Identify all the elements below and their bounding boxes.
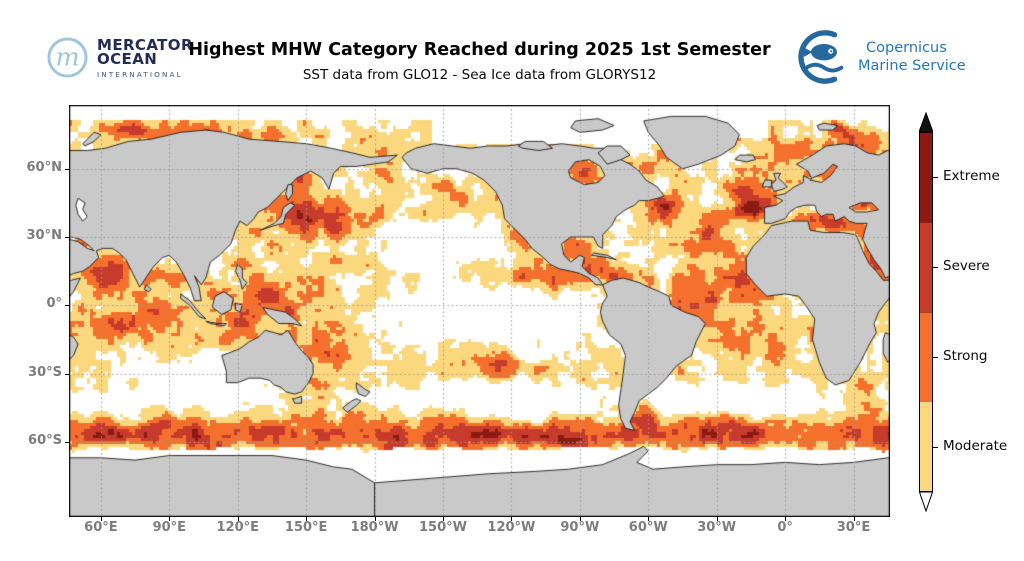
y-tick-label: 30°N: [26, 228, 62, 244]
x-tick-mark: [648, 517, 650, 521]
colorbar-label: Extreme: [943, 168, 1000, 184]
y-tick-mark: [65, 373, 69, 375]
x-tick-label: 90°W: [560, 520, 600, 535]
x-tick-label: 60°W: [628, 520, 668, 535]
world-map-canvas: [69, 105, 890, 517]
copernicus-wordmark-line2: Marine Service: [858, 58, 966, 74]
x-tick-mark: [511, 517, 513, 521]
x-tick-mark: [443, 517, 444, 521]
copernicus-emblem-icon: [798, 30, 844, 84]
x-tick-label: 0°: [777, 520, 793, 535]
y-tick-label: 30°S: [28, 364, 62, 380]
colorbar-segment-severe: [920, 221, 932, 312]
y-tick-mark: [65, 441, 69, 443]
y-tick-label: 60°N: [26, 159, 62, 175]
colorbar-top-arrow-icon: [919, 112, 933, 132]
x-tick-label: 60°E: [84, 520, 118, 535]
colorbar-bottom-arrow-icon: [919, 492, 933, 512]
colorbar-tick-mark: [933, 267, 938, 268]
colorbar-segment-extreme: [920, 133, 932, 222]
x-tick-label: 180°W: [350, 520, 399, 535]
x-tick-mark: [579, 517, 581, 521]
colorbar-tick-mark: [933, 357, 938, 358]
y-tick-label: 60°S: [28, 432, 62, 448]
page-subtitle: SST data from GLO12 - Sea Ice data from …: [302, 67, 657, 83]
mercator-logo: m MERCATOR OCEAN INTERNATIONAL: [46, 36, 193, 79]
x-tick-label: 120°W: [487, 520, 536, 535]
colorbar-label: Strong: [943, 348, 988, 364]
x-tick-label: 30°E: [836, 520, 871, 535]
x-tick-mark: [237, 517, 239, 521]
colorbar-tick-mark: [933, 447, 938, 448]
colorbar-segment-moderate: [920, 401, 932, 491]
x-tick-label: 90°E: [152, 520, 187, 535]
mercator-wordmark-line1: MERCATOR: [97, 36, 193, 54]
colorbar: Extreme Severe Strong Moderate: [919, 112, 1024, 512]
x-tick-mark: [374, 517, 376, 521]
colorbar-tick-mark: [933, 177, 938, 178]
copernicus-logo: Copernicus Marine Service: [794, 28, 966, 86]
x-tick-label: 150°E: [284, 520, 328, 535]
x-tick-mark: [306, 517, 308, 521]
x-tick-mark: [785, 517, 787, 521]
x-tick-mark: [169, 517, 171, 521]
x-tick-mark: [716, 517, 718, 521]
colorbar-label: Severe: [943, 258, 990, 274]
colorbar-label: Moderate: [943, 438, 1008, 454]
x-tick-mark: [100, 517, 102, 521]
x-tick-label: 30°W: [697, 520, 737, 535]
x-tick-label: 150°W: [419, 520, 467, 535]
x-tick-mark: [853, 517, 855, 521]
colorbar-segment-strong: [920, 311, 932, 402]
copernicus-wordmark: Copernicus Marine Service: [858, 39, 966, 75]
y-tick-mark: [65, 237, 69, 239]
mercator-wordmark-line3: INTERNATIONAL: [97, 70, 183, 79]
y-tick-mark: [65, 305, 69, 307]
mercator-wordmark-line2: OCEAN: [97, 50, 158, 68]
svg-text:m: m: [55, 41, 79, 71]
page-title: Highest MHW Category Reached during 2025…: [188, 40, 771, 60]
copernicus-wordmark-line1: Copernicus: [866, 40, 947, 56]
mercator-wordmark: MERCATOR OCEAN INTERNATIONAL: [97, 36, 193, 80]
y-tick-mark: [65, 168, 69, 170]
x-tick-label: 120°E: [216, 520, 260, 535]
mercator-monogram-icon: m: [47, 37, 88, 78]
y-tick-label: 0°: [46, 296, 62, 312]
colorbar-bar: [919, 132, 933, 492]
